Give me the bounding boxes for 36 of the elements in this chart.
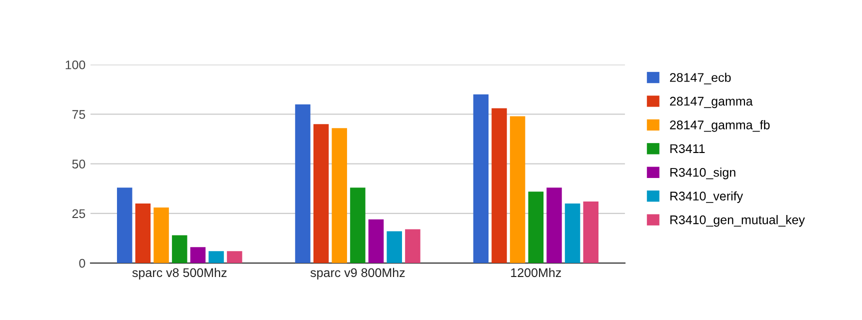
y-tick-label: 100: [66, 60, 86, 70]
bar: [405, 229, 420, 264]
bar: [368, 219, 384, 264]
y-tick-label: 25: [72, 209, 86, 218]
bar: [510, 116, 526, 264]
legend-label: 28147_ecb: [670, 72, 731, 84]
bar: [332, 128, 348, 264]
bar: [172, 235, 188, 264]
legend-label: 28147_gamma: [670, 96, 753, 108]
bar: [154, 207, 169, 264]
bar: [135, 204, 151, 264]
legend-label: R3410_sign: [670, 168, 736, 180]
y-tick-label: 75: [72, 110, 86, 119]
bar: [295, 104, 310, 264]
bar: [208, 251, 224, 264]
legend-label: R3411: [670, 144, 705, 154]
bar: [386, 231, 402, 264]
y-tick-label: 0: [79, 258, 86, 268]
x-tick-label: sparc v8 500Mhz: [132, 268, 227, 280]
bar: [116, 188, 132, 264]
legend-label: R3410_verify: [670, 191, 744, 203]
bar: [564, 204, 580, 264]
legend-label: R3410_gen_mutual_key: [670, 215, 805, 227]
bar: [492, 108, 507, 264]
bar: [528, 192, 544, 264]
x-tick-label: 1200Mhz: [511, 268, 561, 278]
legend-label: 28147_gamma_fb: [670, 120, 770, 132]
bar: [473, 94, 489, 264]
bar: [546, 188, 562, 264]
bar: [313, 124, 329, 264]
bar: [226, 251, 242, 264]
bar: [350, 188, 366, 264]
x-tick-label: sparc v9 800Mhz: [310, 268, 405, 280]
bar: [583, 202, 598, 264]
y-tick-label: 50: [72, 160, 86, 168]
bar: [190, 247, 206, 264]
